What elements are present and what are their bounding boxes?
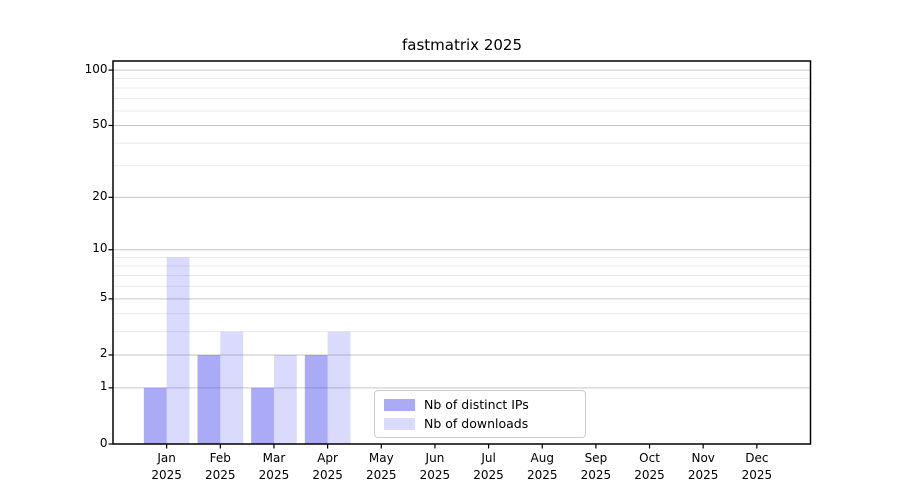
x-tick-label-may: May 2025: [365, 451, 397, 482]
x-tick-label-nov: Nov 2025: [687, 451, 719, 482]
plot-border: [112, 60, 812, 445]
x-tick-label-jun: Jun 2025: [419, 451, 451, 482]
bar-downloads-apr: [327, 331, 351, 444]
y-tick-label-50: 50: [92, 116, 108, 131]
legend-swatch-downloads: [384, 417, 415, 430]
legend-label-downloads: Nb of downloads: [424, 416, 529, 431]
legend-label-distinct-ips: Nb of distinct IPs: [424, 397, 529, 412]
y-tick-label-10: 10: [92, 241, 108, 256]
y-tick-label-2: 2: [99, 346, 108, 361]
legend-item-distinct-ips: Nb of distinct IPs: [384, 395, 576, 414]
x-tick-label-apr: Apr 2025: [312, 451, 343, 482]
y-tick-label-5: 5: [99, 290, 108, 305]
legend-item-downloads: Nb of downloads: [384, 414, 576, 433]
x-tick-label-aug: Aug 2025: [526, 451, 558, 482]
x-tick-label-oct: Oct 2025: [634, 451, 665, 482]
bar-downloads-mar: [273, 354, 297, 444]
bar-distinct-ips-apr: [304, 354, 328, 444]
chart-title: fastmatrix 2025: [401, 36, 522, 54]
y-tick-label-1: 1: [99, 379, 108, 394]
x-tick-label-dec: Dec 2025: [741, 451, 773, 482]
bar-distinct-ips-feb: [197, 354, 221, 444]
x-tick-label-sep: Sep 2025: [580, 451, 612, 482]
x-tick-label-jul: Jul 2025: [473, 451, 504, 482]
legend: Nb of distinct IPs Nb of downloads: [374, 390, 586, 438]
y-tick-label-0: 0: [99, 435, 108, 450]
legend-swatch-distinct-ips: [384, 398, 415, 411]
y-tick-label-100: 100: [84, 61, 108, 76]
bar-distinct-ips-jan: [143, 387, 167, 444]
x-tick-label-jan: Jan 2025: [151, 451, 182, 482]
bar-downloads-feb: [220, 331, 244, 444]
x-tick-label-mar: Mar 2025: [258, 451, 290, 482]
bar-downloads-jan: [166, 257, 190, 444]
x-tick-label-feb: Feb 2025: [205, 451, 236, 482]
y-tick-label-20: 20: [92, 188, 108, 203]
bar-distinct-ips-mar: [251, 387, 274, 444]
